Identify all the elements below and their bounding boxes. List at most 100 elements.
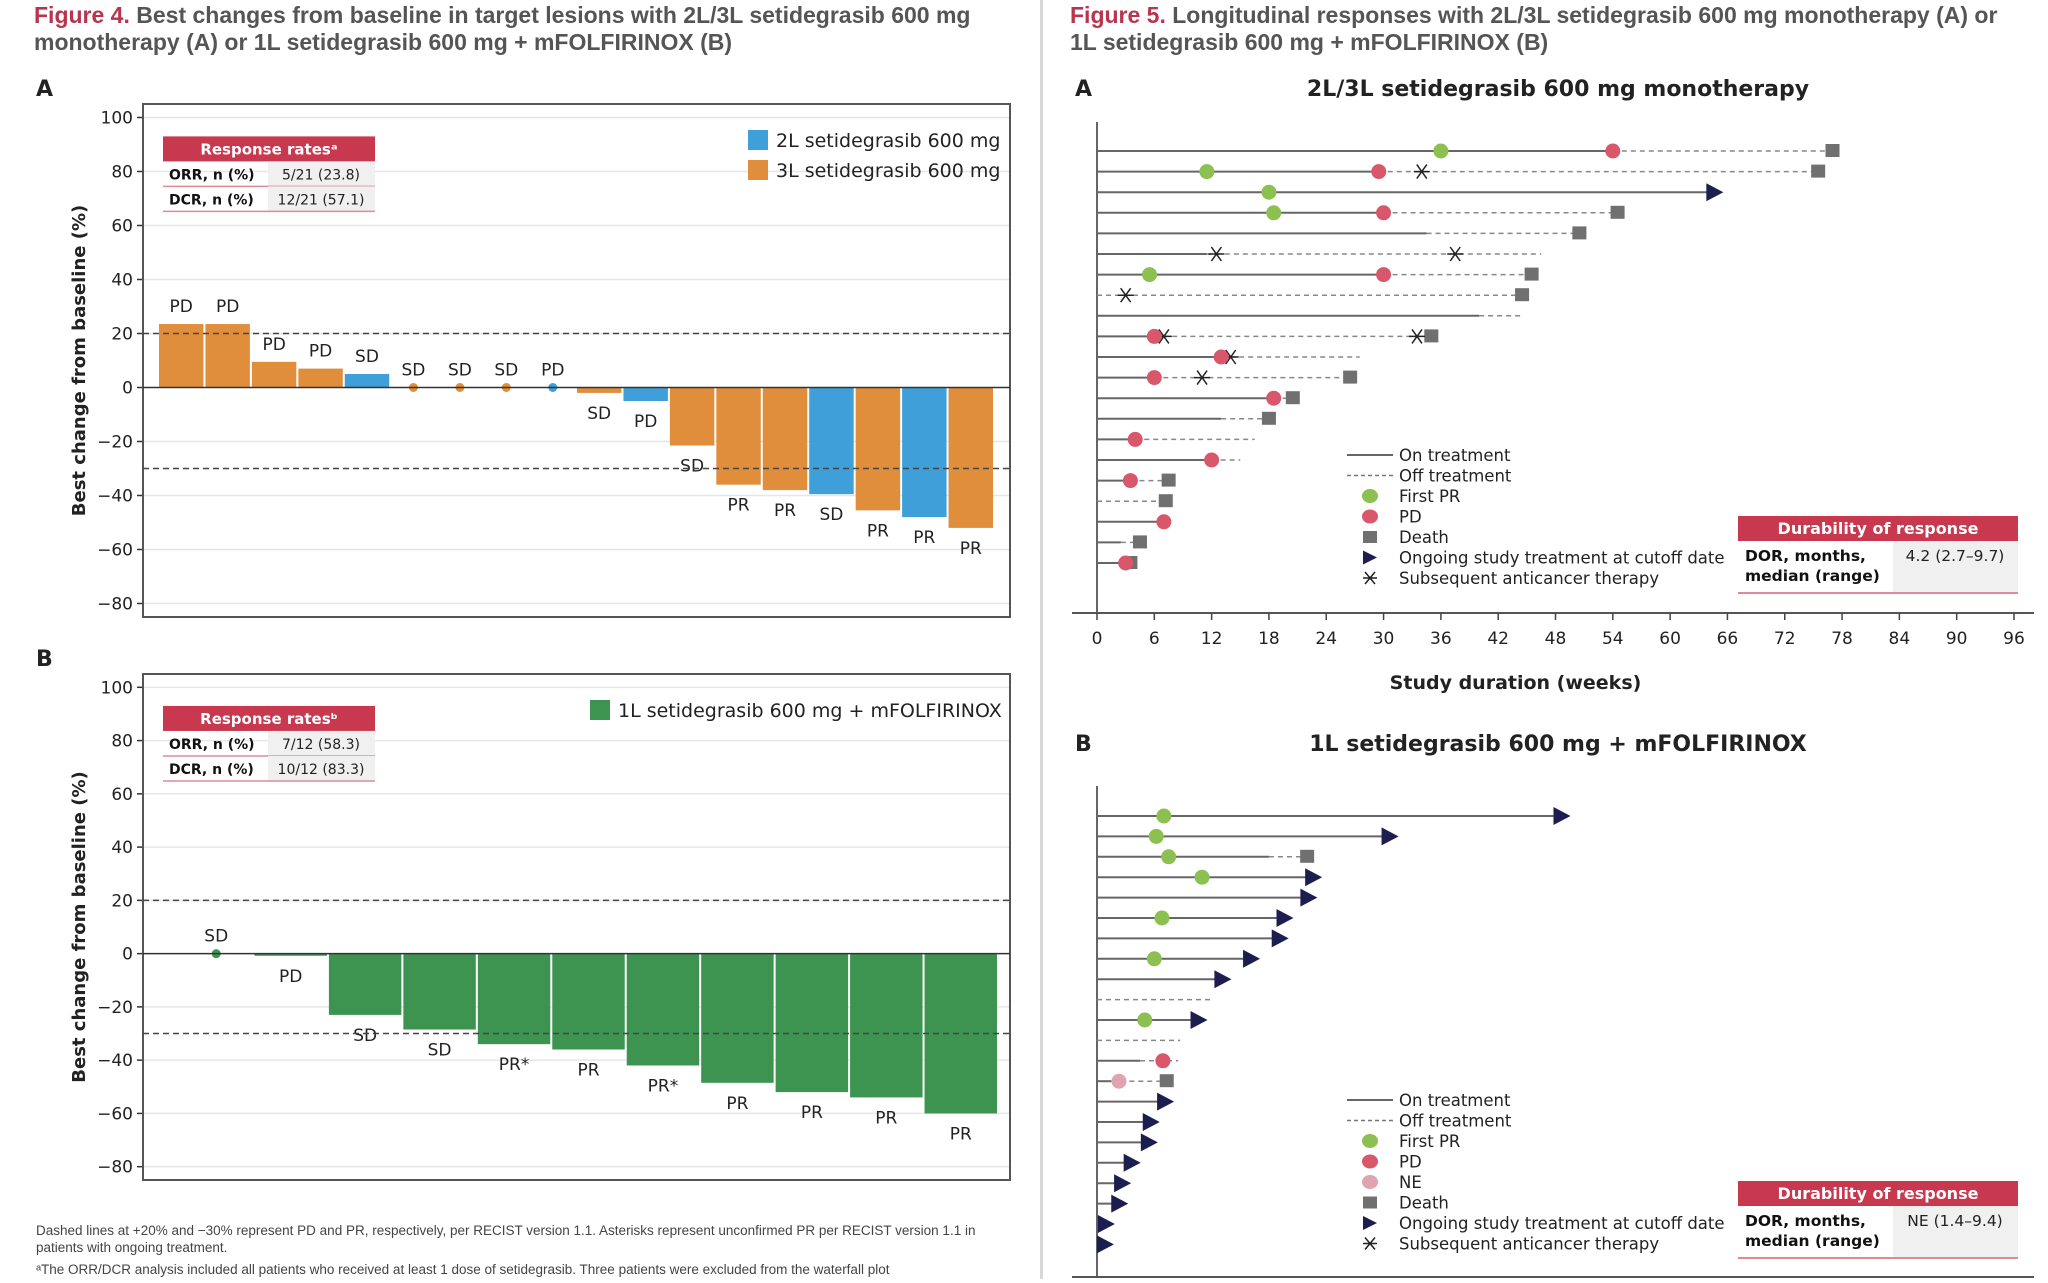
bar [577,387,622,393]
pd-marker [1376,267,1392,283]
pd-marker [1204,452,1220,468]
x-tick-label: 0 [1092,629,1103,649]
legend-first-pr-icon [1362,1134,1378,1148]
first-pr-marker [1261,184,1277,200]
patient-row [1096,1235,1114,1254]
first-pr-marker [1433,143,1449,159]
legend-label: 1L setidegrasib 600 mg + mFOLFIRINOX [618,700,1002,722]
patient-row [1097,246,1542,262]
legend-first-pr-icon [1362,489,1378,503]
response-table-header-bg [163,705,375,731]
y-tick-label: 20 [111,891,133,911]
first-pr-marker [1146,951,1162,967]
x-tick-label: 84 [1889,629,1911,649]
figure4-number: Figure 4. [34,2,130,28]
legend-ongoing-icon [1363,1216,1377,1230]
death-marker [1261,411,1276,425]
subsequent-therapy-marker [1413,164,1430,180]
y-tick-label: 0 [122,945,133,965]
patient-row [1097,1194,1129,1213]
response-table-label: ORR, n (%) [169,167,255,183]
first-pr-marker [1142,267,1158,283]
patient-row [1097,1011,1208,1029]
legend-pd-icon [1362,1154,1378,1169]
legend-label: 2L setidegrasib 600 mg [776,130,1000,152]
x-axis-label: Study duration (weeks) [1390,672,1642,694]
bar [298,368,343,388]
bar [716,387,761,485]
bar-label: PR [577,1061,599,1081]
legend-label: PD [1399,508,1422,527]
y-tick-label: −40 [97,487,133,507]
bar [254,953,327,956]
death-marker [1132,535,1147,549]
bar [902,387,947,518]
patient-row [1097,555,1138,571]
bar-label: PR [867,521,889,541]
legend-label: On treatment [1399,446,1511,465]
ongoing-arrow [1553,807,1571,825]
patient-row [1097,390,1300,406]
legend-swatch [748,160,768,180]
bar-label: SD [428,1041,452,1061]
patient-row [1097,431,1255,447]
y-tick-label: 80 [111,163,133,183]
legend-label: First PR [1399,487,1460,506]
bar [626,953,700,1066]
bar-label: SD [448,361,472,381]
figure4-title-text: Best changes from baseline in target les… [34,2,971,55]
figure5-title: Figure 5. Longitudinal responses with 2L… [1070,2,2030,56]
x-tick-label: 18 [1258,629,1280,649]
y-tick-label: 40 [111,838,133,858]
legend-label: Off treatment [1399,467,1512,486]
dor-table-label: DOR, months, [1745,547,1866,565]
ongoing-arrow [1305,868,1323,887]
ne-marker [1111,1073,1127,1089]
patient-row [1097,183,1724,202]
bar-label: PR [913,528,935,548]
legend-ongoing-icon [1363,550,1377,565]
panel-title: 2L/3L setidegrasib 600 mg monotherapy [1307,77,1809,102]
panel-label: B [1075,732,1092,757]
pd-marker [1146,328,1162,344]
x-tick-label: 72 [1774,629,1796,649]
death-marker [1424,329,1439,343]
first-pr-marker [1199,164,1215,180]
legend-swatch [590,700,610,720]
patient-row [1097,143,1840,159]
bar [403,953,476,1030]
y-axis-label: Best change from baseline (%) [69,205,90,516]
bar [623,387,668,401]
dor-table-header: Durability of response [1778,519,1979,538]
pd-marker [1155,1053,1171,1069]
bar-label: PR* [499,1055,530,1075]
patient-row [1097,1092,1175,1111]
death-marker [1610,205,1625,219]
ongoing-arrow [1096,1235,1114,1254]
y-tick-label: −20 [97,433,133,453]
ongoing-arrow [1300,888,1318,907]
patient-row [1097,535,1147,549]
y-tick-label: −80 [97,595,133,615]
patient-row [1097,1174,1132,1193]
first-pr-marker [1156,808,1172,824]
bar [855,387,901,511]
patient-row [1097,452,1241,468]
patient-row [1097,1053,1179,1069]
y-tick-label: 80 [111,732,133,752]
legend-death-icon [1363,531,1377,543]
dor-table-header-bg [1738,516,2018,541]
patient-row [1097,1153,1141,1172]
pd-marker [1266,390,1282,406]
ongoing-arrow [1097,1215,1115,1233]
bar-label: SD [680,457,704,477]
pd-marker [1371,164,1387,180]
patient-row [1097,514,1172,530]
death-marker [1158,494,1173,508]
x-tick-label: 24 [1315,629,1337,649]
death-marker [1811,164,1826,178]
patient-row [1097,226,1587,240]
x-tick-label: 60 [1659,629,1681,649]
x-tick-label: 42 [1487,629,1509,649]
ongoing-arrow [1123,1153,1141,1172]
